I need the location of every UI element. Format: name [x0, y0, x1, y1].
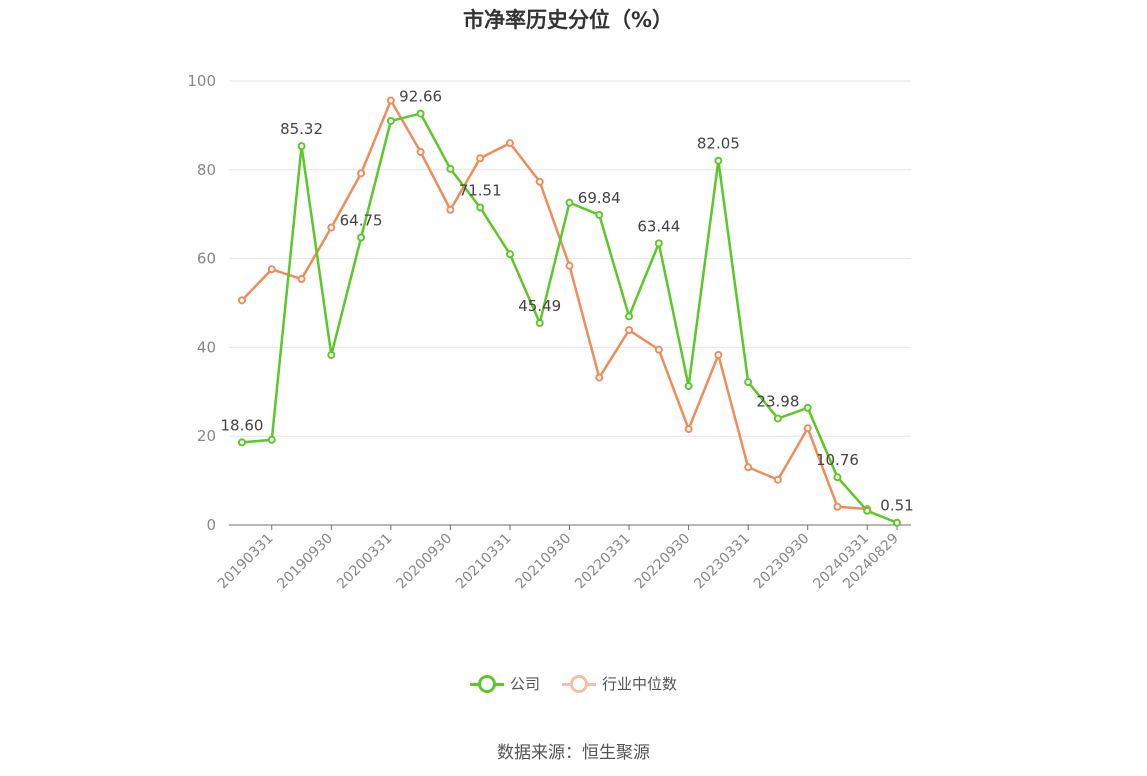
x-tick-label: 20220930	[632, 531, 694, 593]
line-chart: 0 20 40 60 80 100 2019033120190930202003312020…	[187, 72, 914, 592]
industry-median-point	[565, 261, 574, 270]
legend: 公司 行业中位数	[0, 673, 1147, 694]
data-label: 85.32	[280, 120, 323, 138]
company-point	[773, 414, 782, 423]
industry-median-point	[327, 223, 336, 232]
company-point	[238, 438, 246, 447]
company-point	[297, 142, 306, 151]
company-point	[833, 473, 842, 482]
x-tick-label: 20190930	[274, 531, 336, 593]
company-point	[416, 109, 425, 118]
series-lines	[238, 96, 901, 527]
company-point	[535, 319, 544, 328]
company-point	[684, 382, 693, 391]
industry-median-point	[505, 139, 514, 148]
x-tick-label: 20190331	[215, 531, 277, 593]
industry-median-line	[241, 99, 868, 511]
company-point	[893, 518, 901, 527]
legend-label-industry-median: 行业中位数	[602, 675, 678, 693]
x-tick-label: 20200331	[334, 531, 396, 593]
company-point	[654, 239, 663, 248]
industry-median-point	[416, 148, 425, 157]
industry-median-point	[595, 373, 604, 382]
industry-median-point	[714, 350, 723, 359]
industry-median-point	[476, 154, 485, 163]
company-point	[386, 116, 395, 125]
y-tick-label: 40	[197, 338, 216, 356]
legend-item-company[interactable]: 公司	[469, 673, 540, 694]
company-point	[565, 198, 574, 207]
industry-median-point	[654, 345, 663, 354]
data-label: 92.66	[399, 88, 442, 106]
industry-median-point	[625, 326, 634, 335]
x-tick-label: 20220331	[572, 531, 634, 593]
data-source-note: 数据来源：恒生聚源	[497, 743, 650, 763]
industry-median-point	[357, 169, 366, 178]
company-line	[241, 112, 898, 524]
data-label: 18.60	[221, 416, 264, 434]
company-point	[267, 435, 276, 444]
chart-title: 市净率历史分位（%）	[462, 8, 674, 32]
industry-median-point	[238, 296, 246, 305]
y-tick-label: 100	[187, 72, 216, 90]
y-tick-label: 60	[197, 250, 216, 268]
industry-median-point	[267, 265, 276, 274]
data-label: 0.51	[880, 497, 913, 515]
company-point	[803, 403, 812, 412]
company-point	[625, 312, 634, 321]
x-tick-label: 20230930	[751, 531, 813, 593]
legend-marker-industry-icon	[562, 674, 596, 694]
company-point	[357, 233, 366, 242]
data-label: 10.76	[816, 451, 859, 469]
x-tick-label: 20210331	[453, 531, 515, 593]
y-tick-label: 0	[206, 516, 216, 534]
industry-median-point	[803, 424, 812, 433]
x-tick-label: 20230331	[691, 531, 753, 593]
company-point	[863, 506, 872, 515]
industry-median-point	[773, 475, 782, 484]
x-tick-label: 20200930	[394, 531, 456, 593]
industry-median-point	[744, 463, 753, 472]
company-point	[327, 350, 336, 359]
legend-label-company: 公司	[509, 675, 540, 693]
y-tick-label: 20	[197, 427, 216, 445]
company-point	[595, 210, 604, 219]
data-label: 23.98	[756, 393, 799, 411]
company-point	[714, 156, 723, 165]
data-label: 64.75	[340, 212, 383, 230]
industry-median-point	[833, 502, 842, 511]
grid-lines	[229, 80, 911, 437]
company-point	[505, 250, 514, 259]
data-labels: 18.60 85.32 64.75 92.66 71.51 45.49 69.84 63.44…	[221, 88, 914, 515]
legend-item-industry-median[interactable]: 行业中位数	[562, 673, 677, 694]
company-point	[744, 378, 753, 387]
company-point	[446, 164, 455, 173]
industry-median-point	[386, 96, 395, 105]
industry-median-point	[297, 275, 306, 284]
data-label: 82.05	[697, 135, 740, 153]
data-label: 71.51	[459, 181, 502, 199]
data-label: 63.44	[637, 217, 680, 235]
y-tick-label: 80	[197, 161, 216, 179]
industry-median-point	[446, 205, 455, 214]
industry-median-point	[684, 425, 693, 434]
company-point	[476, 203, 485, 212]
legend-marker-company-icon	[469, 674, 504, 694]
axes: 0 20 40 60 80 100 2019033120190930202003312020…	[187, 72, 911, 592]
industry-median-point	[535, 177, 544, 186]
data-label: 45.49	[518, 297, 561, 315]
x-tick-label: 20210930	[513, 531, 575, 593]
data-label: 69.84	[578, 189, 621, 207]
